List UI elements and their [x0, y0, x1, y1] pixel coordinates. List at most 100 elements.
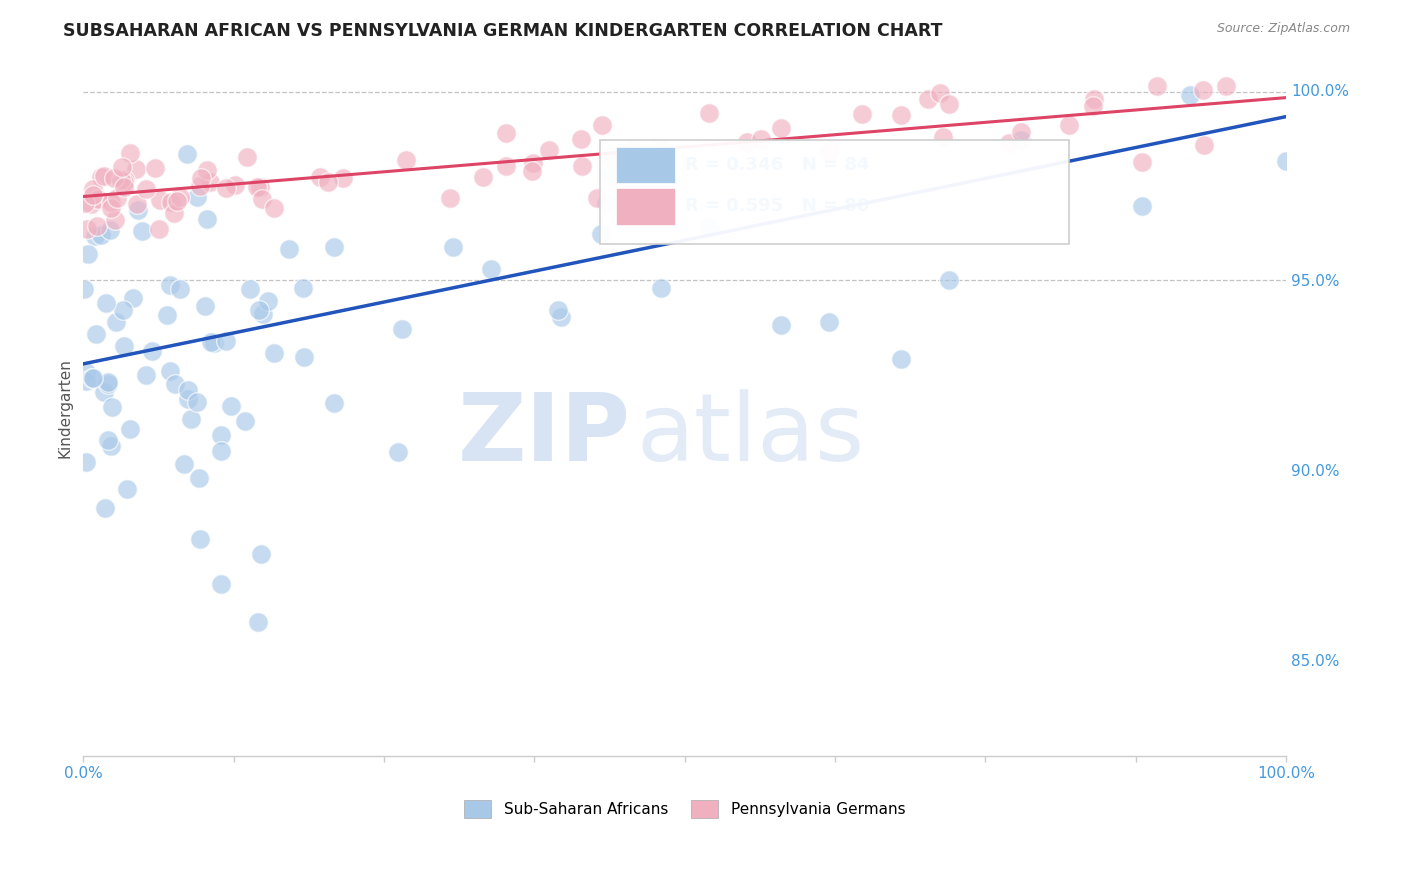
Point — [928, 86, 950, 100]
Point — [998, 136, 1021, 150]
Point — [169, 189, 191, 203]
Point — [439, 191, 461, 205]
Point — [585, 191, 607, 205]
Point — [547, 302, 569, 317]
Point — [169, 282, 191, 296]
Point — [159, 364, 181, 378]
Point — [112, 179, 135, 194]
Point — [769, 318, 792, 332]
Point — [224, 178, 246, 193]
Y-axis label: Kindergarten: Kindergarten — [58, 358, 72, 458]
Point — [332, 170, 354, 185]
Point — [75, 365, 97, 379]
Point — [149, 194, 172, 208]
Point — [246, 180, 269, 194]
Point — [1130, 199, 1153, 213]
Point — [125, 161, 148, 176]
Point — [194, 299, 217, 313]
Point — [890, 108, 912, 122]
Point — [93, 169, 115, 184]
Point — [186, 395, 208, 409]
Point — [1083, 92, 1105, 106]
Point — [277, 242, 299, 256]
Point — [256, 293, 278, 308]
Point — [118, 422, 141, 436]
Point — [120, 145, 142, 160]
Text: SUBSAHARAN AFRICAN VS PENNSYLVANIA GERMAN KINDERGARTEN CORRELATION CHART: SUBSAHARAN AFRICAN VS PENNSYLVANIA GERMA… — [63, 22, 943, 40]
Point — [252, 307, 274, 321]
Point — [198, 175, 221, 189]
Point — [1010, 125, 1032, 139]
Point — [749, 132, 772, 146]
Point — [322, 395, 344, 409]
Point — [114, 172, 136, 186]
Point — [938, 273, 960, 287]
Point — [650, 281, 672, 295]
Point — [135, 368, 157, 382]
Point — [236, 150, 259, 164]
Point — [1010, 133, 1032, 147]
Point — [98, 223, 121, 237]
Point — [176, 383, 198, 397]
Point — [571, 159, 593, 173]
Point — [520, 164, 543, 178]
Point — [391, 321, 413, 335]
Point — [163, 206, 186, 220]
Point — [97, 376, 120, 390]
Point — [550, 310, 572, 325]
Point — [250, 192, 273, 206]
Point — [94, 295, 117, 310]
FancyBboxPatch shape — [600, 140, 1070, 244]
Point — [621, 143, 644, 157]
Point — [495, 126, 517, 140]
Point — [97, 433, 120, 447]
Point — [82, 371, 104, 385]
Point — [247, 303, 270, 318]
Point — [1192, 83, 1215, 97]
Point — [322, 240, 344, 254]
Text: ZIP: ZIP — [457, 390, 630, 482]
Point — [239, 282, 262, 296]
Point — [105, 315, 128, 329]
Point — [80, 371, 103, 385]
FancyBboxPatch shape — [616, 188, 675, 225]
Text: R = 0.346   N = 84: R = 0.346 N = 84 — [685, 156, 869, 174]
Point — [818, 145, 841, 159]
Point — [100, 194, 122, 209]
Point — [148, 221, 170, 235]
Point — [650, 142, 672, 156]
Point — [73, 282, 96, 296]
Point — [145, 161, 167, 176]
Point — [90, 227, 112, 242]
Point — [110, 173, 132, 187]
Point — [595, 196, 617, 211]
Point — [103, 171, 125, 186]
Point — [471, 170, 494, 185]
Point — [97, 376, 120, 391]
Point — [263, 346, 285, 360]
Point — [735, 136, 758, 150]
Point — [221, 399, 243, 413]
Point — [111, 160, 134, 174]
Point — [215, 180, 238, 194]
Text: atlas: atlas — [637, 390, 865, 482]
Point — [209, 444, 232, 458]
Point — [83, 229, 105, 244]
Point — [75, 196, 97, 211]
Point — [141, 343, 163, 358]
Point — [135, 182, 157, 196]
Point — [395, 153, 418, 167]
Text: R = 0.595   N = 80: R = 0.595 N = 80 — [685, 197, 869, 216]
Point — [1146, 79, 1168, 94]
Point — [117, 483, 139, 497]
Point — [77, 247, 100, 261]
Point — [1178, 87, 1201, 102]
Point — [188, 532, 211, 546]
Point — [522, 155, 544, 169]
Point — [94, 501, 117, 516]
Point — [100, 439, 122, 453]
Point — [571, 132, 593, 146]
Point — [122, 291, 145, 305]
Point — [112, 339, 135, 353]
Point — [1215, 79, 1237, 94]
